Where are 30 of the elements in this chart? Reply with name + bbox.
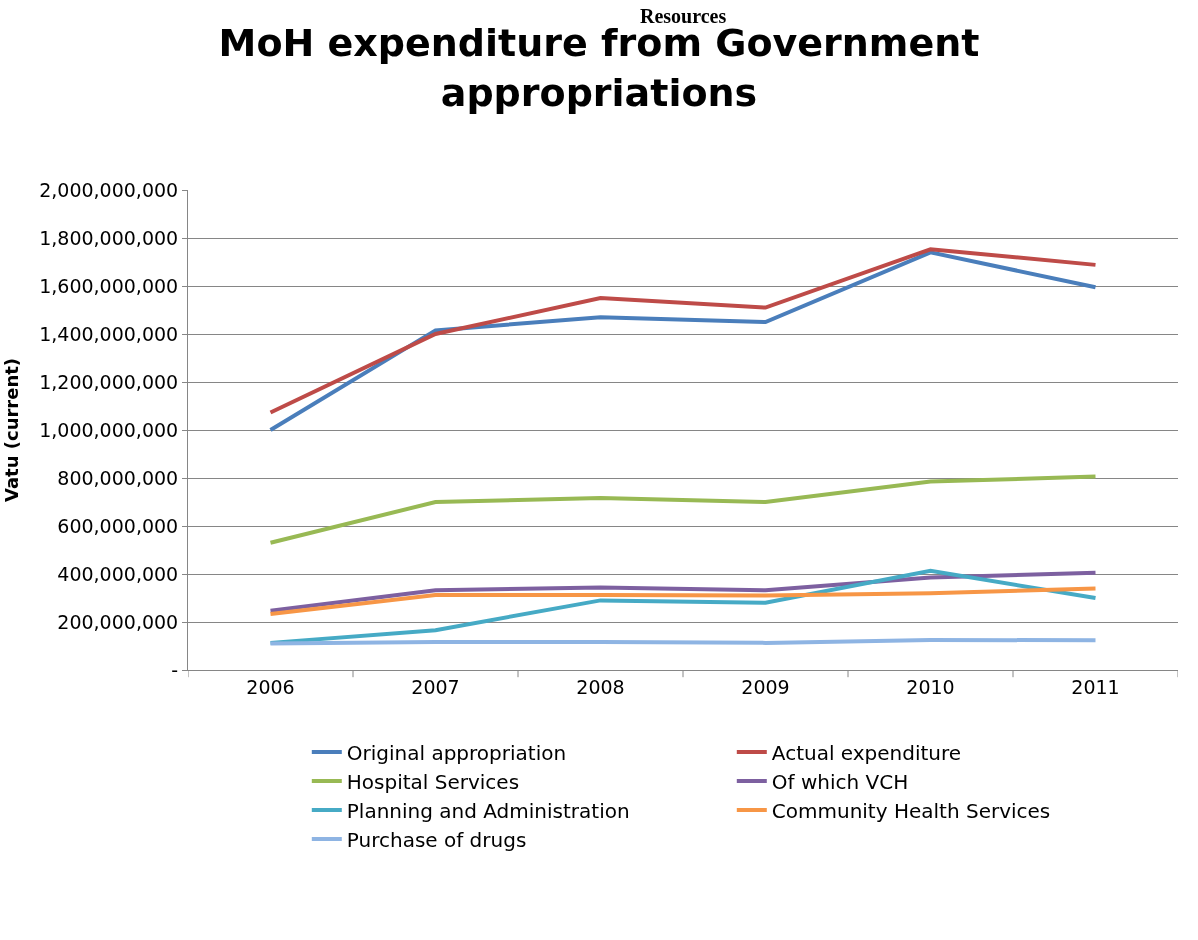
legend-label: Actual expenditure: [771, 740, 962, 765]
x-tick-label: 2006: [246, 675, 295, 698]
text: Resources: [640, 5, 727, 27]
y-tick-label: -: [171, 658, 179, 681]
y-tick-label: 1,000,000,000: [39, 418, 179, 441]
line-series: [268, 568, 1098, 645]
line-series: [268, 570, 1098, 613]
y-tick-label: 600,000,000: [57, 514, 179, 537]
legend-label: Hospital Services: [346, 769, 520, 794]
y-tick-label: 1,400,000,000: [39, 322, 179, 345]
y-tick-label: 400,000,000: [57, 562, 179, 585]
y-tick-label: 200,000,000: [57, 610, 179, 633]
line-series: [268, 586, 1098, 617]
y-tick-label: 1,800,000,000: [39, 226, 179, 249]
legend-label: Planning and Administration: [346, 798, 630, 823]
x-tick-label: 2007: [411, 675, 460, 698]
y-tick-label: 1,200,000,000: [39, 370, 179, 393]
line-series: [268, 474, 1098, 545]
y-tick-label: 1,600,000,000: [39, 274, 179, 297]
y-axis-title: Vatu (current): [1, 357, 23, 503]
x-tick-label: 2011: [1071, 675, 1120, 698]
x-tick-label: 2010: [906, 675, 955, 698]
legend-label: Community Health Services: [771, 798, 1051, 823]
legend-label: Original appropriation: [346, 740, 567, 765]
y-tick-label: 800,000,000: [57, 466, 179, 489]
y-tick-label: 2,000,000,000: [39, 178, 179, 201]
x-tick-label: 2009: [741, 675, 790, 698]
x-tick-label: 2008: [576, 675, 625, 698]
legend-label: Of which VCH: [771, 769, 909, 794]
legend-label: Purchase of drugs: [346, 827, 527, 852]
